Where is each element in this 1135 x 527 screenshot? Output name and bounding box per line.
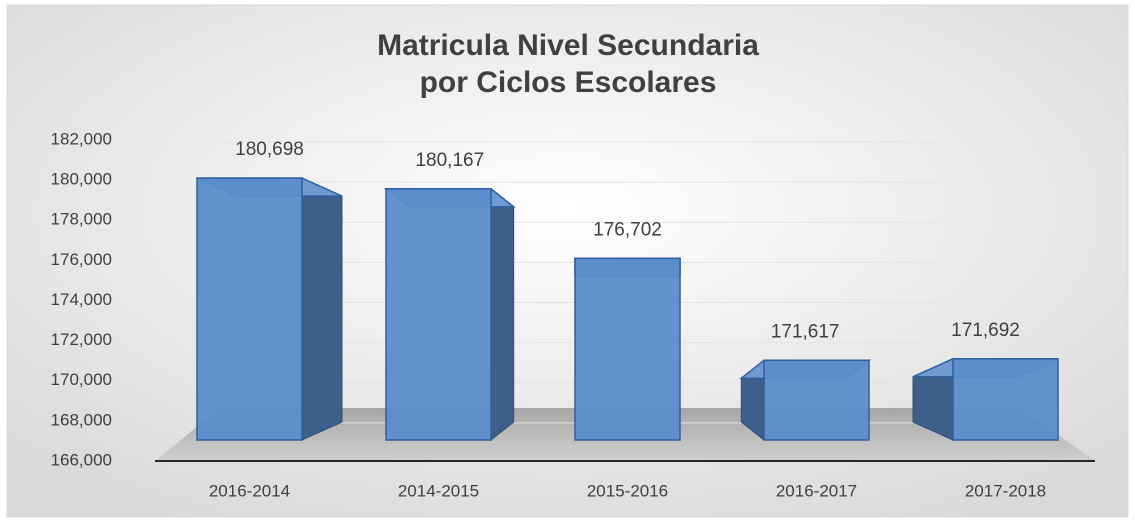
- x-tick-label: 2015-2016: [587, 481, 668, 500]
- bar: [385, 188, 492, 441]
- y-tick-label: 170,000: [51, 370, 112, 389]
- y-tick-label: 168,000: [51, 410, 112, 429]
- x-tick-label: 2016-2014: [209, 481, 290, 500]
- value-label: 180,698: [235, 139, 304, 160]
- x-tick-label: 2014-2015: [398, 481, 479, 500]
- y-tick-label: 182,000: [51, 129, 112, 148]
- bar-side: [301, 177, 343, 441]
- y-tick-label: 174,000: [51, 290, 112, 309]
- bar: [196, 177, 303, 441]
- x-tick-label: 2016-2017: [776, 481, 857, 500]
- chart-title: Matricula Nivel Secundaria: [377, 29, 759, 62]
- y-tick-label: 176,000: [51, 250, 112, 269]
- bar: [574, 257, 681, 441]
- value-label: 176,702: [593, 219, 662, 240]
- value-label: 180,167: [415, 150, 484, 171]
- x-tick-label: 2017-2018: [965, 481, 1046, 500]
- y-tick-label: 166,000: [51, 450, 112, 469]
- y-tick-label: 178,000: [51, 210, 112, 229]
- bar: [763, 359, 870, 441]
- value-label: 171,617: [771, 321, 840, 342]
- value-label: 171,692: [951, 320, 1020, 341]
- y-tick-label: 172,000: [51, 330, 112, 349]
- bar-side: [490, 187, 515, 442]
- chart-subtitle: por Ciclos Escolares: [420, 66, 717, 99]
- bar: [952, 358, 1059, 441]
- y-tick-label: 180,000: [51, 170, 112, 189]
